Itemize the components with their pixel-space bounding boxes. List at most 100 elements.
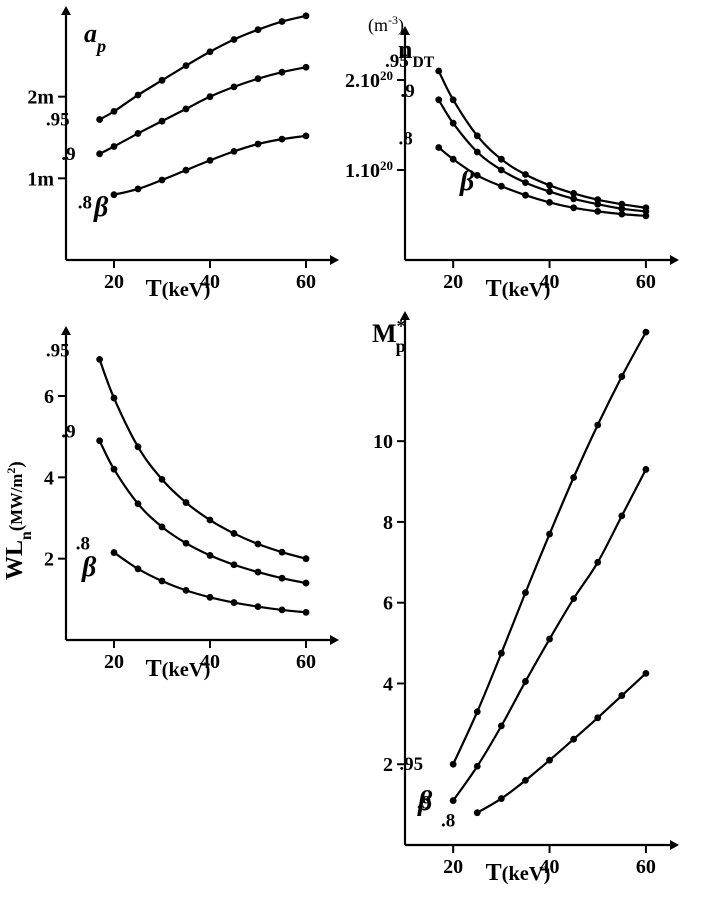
y-tick-label: 1m bbox=[27, 168, 54, 190]
y-axis-title: M*p bbox=[372, 316, 406, 356]
chart-panel_n: 2040601.10202.1020.8.9.95βT(keV)nDT(m-3) bbox=[345, 13, 670, 302]
data-point bbox=[255, 75, 262, 82]
chart-panel_mp: 204060246810.8.9.95βT(keV)M*p bbox=[372, 316, 670, 886]
data-point bbox=[279, 69, 286, 76]
data-point bbox=[643, 329, 650, 336]
y-axis-title: WLn(MW/m2) bbox=[2, 461, 35, 580]
data-point bbox=[135, 565, 142, 572]
data-point bbox=[522, 678, 529, 685]
x-tick-label: 60 bbox=[296, 651, 316, 673]
data-point bbox=[159, 118, 166, 125]
series-curve bbox=[100, 359, 306, 558]
x-tick-label: 60 bbox=[636, 271, 656, 293]
data-point bbox=[207, 93, 214, 100]
data-point bbox=[279, 136, 286, 143]
series-tag: .8 bbox=[398, 129, 412, 150]
x-tick-label: 20 bbox=[443, 856, 463, 878]
data-point bbox=[498, 183, 505, 190]
data-point bbox=[643, 204, 650, 211]
data-point bbox=[255, 141, 262, 148]
data-point bbox=[546, 531, 553, 538]
data-point bbox=[207, 552, 214, 559]
series-tag: .8 bbox=[78, 193, 92, 214]
data-point bbox=[135, 92, 142, 99]
data-point bbox=[498, 650, 505, 657]
data-point bbox=[183, 540, 190, 547]
data-point bbox=[546, 636, 553, 643]
data-point bbox=[279, 607, 286, 614]
data-point bbox=[522, 171, 529, 178]
data-point bbox=[594, 714, 601, 721]
data-point bbox=[183, 167, 190, 174]
data-point bbox=[135, 186, 142, 193]
data-point bbox=[96, 356, 103, 363]
chart-panel_wl: 204060246.8.9.95βT(keV)WLn(MW/m2) bbox=[2, 335, 330, 682]
y-tick-label: 8 bbox=[383, 512, 393, 534]
data-point bbox=[207, 594, 214, 601]
data-point bbox=[303, 609, 310, 616]
data-point bbox=[618, 373, 625, 380]
data-point bbox=[111, 191, 118, 198]
data-point bbox=[594, 422, 601, 429]
data-point bbox=[255, 569, 262, 576]
series-tag: .8 bbox=[441, 811, 455, 832]
data-point bbox=[183, 587, 190, 594]
data-point bbox=[111, 395, 118, 402]
beta-label: β bbox=[417, 786, 433, 817]
data-point bbox=[474, 172, 481, 179]
x-axis-label: T(keV) bbox=[146, 276, 211, 302]
data-point bbox=[96, 437, 103, 444]
series-tag: .9 bbox=[400, 81, 414, 102]
data-point bbox=[303, 555, 310, 562]
data-point bbox=[279, 18, 286, 25]
data-point bbox=[207, 517, 214, 524]
data-point bbox=[522, 777, 529, 784]
data-point bbox=[618, 692, 625, 699]
data-point bbox=[279, 575, 286, 582]
data-point bbox=[159, 524, 166, 531]
data-point bbox=[570, 190, 577, 197]
series-curve bbox=[100, 16, 306, 120]
data-point bbox=[303, 132, 310, 139]
svg-text:WLn(MW/m2): WLn(MW/m2) bbox=[2, 461, 35, 580]
data-point bbox=[546, 199, 553, 206]
series-tag: .95 bbox=[46, 110, 70, 131]
data-point bbox=[231, 36, 238, 43]
data-point bbox=[474, 708, 481, 715]
data-point bbox=[255, 26, 262, 33]
data-point bbox=[570, 736, 577, 743]
data-point bbox=[594, 196, 601, 203]
series-tag: .9 bbox=[61, 144, 75, 165]
data-point bbox=[450, 761, 457, 768]
data-point bbox=[546, 182, 553, 189]
data-point bbox=[135, 500, 142, 507]
chart-panel_ap: 2040601m2m.8.9.95βT(keV)ap bbox=[27, 12, 330, 302]
data-point bbox=[435, 96, 442, 103]
y-tick-label: 6 bbox=[44, 386, 54, 408]
data-point bbox=[618, 512, 625, 519]
data-point bbox=[450, 797, 457, 804]
x-axis-label: T(keV) bbox=[146, 656, 211, 682]
data-point bbox=[231, 561, 238, 568]
data-point bbox=[498, 167, 505, 174]
data-point bbox=[111, 143, 118, 150]
y-tick-label: 4 bbox=[44, 467, 54, 489]
data-point bbox=[96, 116, 103, 123]
data-point bbox=[231, 83, 238, 90]
y-tick-label: 2 bbox=[44, 549, 54, 571]
data-point bbox=[183, 106, 190, 113]
data-point bbox=[303, 12, 310, 19]
y-tick-label: 6 bbox=[383, 593, 393, 615]
data-point bbox=[435, 68, 442, 75]
data-point bbox=[279, 549, 286, 556]
x-tick-label: 20 bbox=[443, 271, 463, 293]
data-point bbox=[474, 763, 481, 770]
data-point bbox=[474, 132, 481, 139]
data-point bbox=[255, 541, 262, 548]
data-point bbox=[111, 466, 118, 473]
y-tick-label: 4 bbox=[383, 673, 393, 695]
series-tag: .95 bbox=[46, 340, 70, 361]
y-tick-label: 2 bbox=[383, 754, 393, 776]
data-point bbox=[570, 474, 577, 481]
x-axis-label: T(keV) bbox=[486, 276, 551, 302]
